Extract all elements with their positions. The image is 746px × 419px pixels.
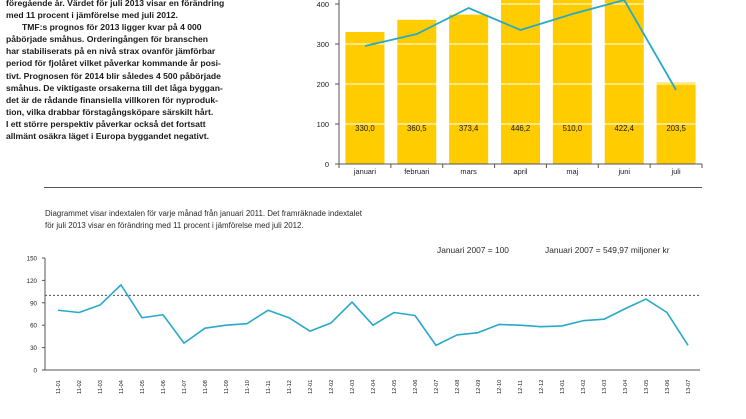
bar-juni (604, 0, 644, 164)
index-x-tick-label: 11-01 (56, 380, 62, 394)
index-x-tick-label: 13-07 (686, 380, 692, 394)
bar-mars (449, 14, 489, 165)
index-x-tick-label: 11-04 (119, 380, 125, 394)
article-paragraph-2: TMF:s prognos för 2013 ligger kvar på 4 … (6, 22, 223, 142)
bar-april (501, 0, 540, 164)
index-x-tick-label: 12-11 (518, 380, 524, 394)
index-y-tick-label: 150 (27, 256, 38, 263)
index-x-tick-label: 13-01 (560, 380, 566, 394)
bar-y-tick-label: 200 (317, 80, 329, 89)
index-x-tick-label: 13-05 (644, 380, 650, 394)
bar-x-tick-label: juni (617, 167, 630, 176)
index-y-tick-label: 30 (30, 345, 37, 352)
bar-x-tick-label: januari (353, 167, 377, 176)
bar-value-label: 422,4 (614, 124, 634, 133)
article-text: föregående år. Värdet för juli 2013 visa… (6, 0, 306, 142)
caption-line-2: för juli 2013 visar en förändring med 11… (45, 220, 304, 230)
bar-value-label: 446,2 (511, 124, 531, 133)
index-x-tick-label: 12-12 (539, 380, 545, 394)
bar-januari (345, 32, 385, 164)
index-x-tick-label: 11-02 (77, 380, 83, 394)
index-x-tick-label: 13-06 (665, 380, 671, 394)
bar-y-tick-label: 0 (325, 160, 329, 169)
index-x-tick-label: 12-10 (497, 380, 503, 394)
bar-y-tick-label: 400 (317, 0, 329, 9)
section-divider (44, 187, 702, 188)
bar-value-label: 330,0 (355, 124, 375, 133)
index-x-tick-label: 11-09 (224, 380, 230, 394)
index-line-chart: 0 30 60 90 120 150 11-01 11-02 11-03 11-04 11-05 11… (27, 256, 700, 394)
bar-maj (552, 0, 592, 164)
index-x-tick-label: 12-04 (371, 380, 377, 394)
index-x-tick-label: 11-08 (203, 380, 209, 394)
index-x-tick-label: 11-12 (287, 380, 293, 394)
index-x-tick-label: 13-02 (581, 380, 587, 394)
index-y-tick-label: 0 (34, 368, 38, 375)
bar-x-tick-label: februari (404, 167, 429, 176)
index-x-tick-label: 11-10 (245, 380, 251, 394)
bar-chart: 330,0 360,5 373,4 446,2 510,0 422,4 203,5 0 100 2… (317, 0, 703, 176)
bar-x-tick-label: maj (566, 167, 578, 176)
index-x-tick-label: 12-05 (392, 380, 398, 394)
index-x-tick-label: 12-02 (329, 380, 335, 394)
bar-value-label: 203,5 (666, 124, 686, 133)
bar-x-tick-label: mars (460, 167, 477, 176)
bar-juli (656, 82, 696, 164)
index-x-tick-label: 12-08 (455, 380, 461, 394)
index-x-tick-label: 11-06 (161, 380, 167, 394)
index-y-tick-label: 90 (30, 300, 37, 307)
bar-y-tick-label: 300 (317, 40, 329, 49)
index-x-tick-label: 12-07 (434, 380, 440, 394)
bar-x-tick-label: juli (671, 167, 681, 176)
index-x-tick-label: 11-07 (182, 380, 188, 394)
index-x-tick-label: 12-06 (413, 380, 419, 394)
index-y-tick-label: 120 (27, 278, 38, 285)
index-x-tick-label: 13-03 (602, 380, 608, 394)
index-x-tick-label: 12-01 (308, 380, 314, 394)
index-x-tick-label: 11-03 (98, 380, 104, 394)
index-y-tick-label: 60 (30, 323, 37, 330)
index-x-tick-label: 12-03 (350, 380, 356, 394)
bar-value-label: 510,0 (563, 124, 583, 133)
bar-februari (397, 19, 437, 164)
bar-x-tick-label: april (514, 167, 528, 176)
base-index-note: Januari 2007 = 100 (437, 245, 509, 255)
base-value-note: Januari 2007 = 549,97 miljoner kr (545, 245, 670, 255)
article-paragraph-1: föregående år. Värdet för juli 2013 visa… (6, 0, 225, 21)
index-x-tick-label: 11-11 (266, 381, 272, 394)
bar-value-label: 360,5 (407, 124, 427, 133)
index-x-tick-label: 13-04 (623, 380, 629, 394)
index-x-tick-label: 11-05 (140, 380, 146, 394)
index-series-line (57, 284, 689, 347)
bar-value-label: 373,4 (459, 124, 479, 133)
index-x-tick-label: 12-09 (476, 380, 482, 394)
overlay-line (364, 0, 677, 91)
bar-y-tick-label: 100 (317, 120, 329, 129)
caption-line-1: Diagrammet visar indextalen för varje må… (45, 209, 362, 218)
chart-caption: Diagrammet visar indextalen för varje må… (45, 208, 685, 232)
